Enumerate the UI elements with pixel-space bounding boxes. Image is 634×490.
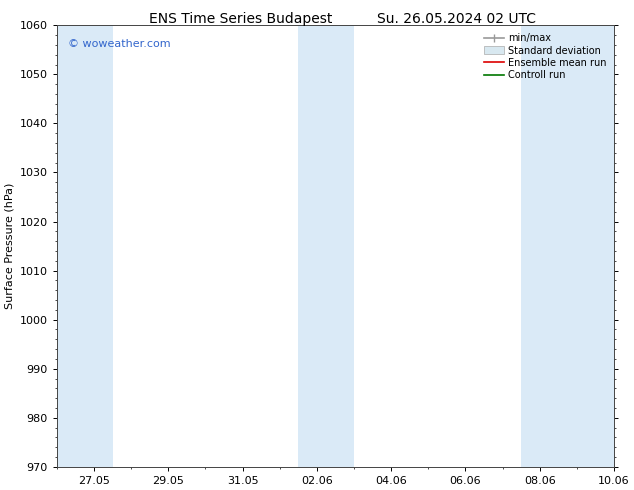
- Bar: [521, 25, 614, 467]
- Text: ENS Time Series Budapest: ENS Time Series Budapest: [149, 12, 333, 26]
- Bar: [57, 25, 113, 467]
- Bar: [299, 25, 354, 467]
- Text: © woweather.com: © woweather.com: [68, 39, 171, 49]
- Legend: min/max, Standard deviation, Ensemble mean run, Controll run: min/max, Standard deviation, Ensemble me…: [481, 30, 609, 83]
- Y-axis label: Surface Pressure (hPa): Surface Pressure (hPa): [4, 183, 14, 309]
- Text: Su. 26.05.2024 02 UTC: Su. 26.05.2024 02 UTC: [377, 12, 536, 26]
